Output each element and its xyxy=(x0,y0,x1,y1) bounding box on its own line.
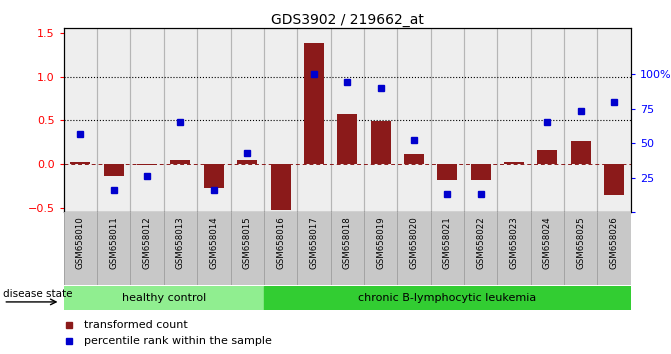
Bar xyxy=(364,212,397,285)
Bar xyxy=(264,212,297,285)
Bar xyxy=(130,212,164,285)
Bar xyxy=(264,286,631,310)
Bar xyxy=(604,164,624,195)
Bar xyxy=(497,28,531,212)
Bar xyxy=(231,28,264,212)
Text: GSM658025: GSM658025 xyxy=(576,216,585,269)
Bar xyxy=(137,164,157,165)
Text: GSM658011: GSM658011 xyxy=(109,216,118,269)
Bar xyxy=(531,212,564,285)
Bar xyxy=(564,212,597,285)
Bar xyxy=(197,212,231,285)
Text: transformed count: transformed count xyxy=(84,320,187,330)
Bar xyxy=(231,212,264,285)
Bar xyxy=(64,212,97,285)
Bar xyxy=(270,164,291,210)
Text: GSM658021: GSM658021 xyxy=(443,216,452,269)
Bar xyxy=(397,212,431,285)
Bar xyxy=(97,28,130,212)
Bar xyxy=(64,286,264,310)
Bar xyxy=(397,28,431,212)
Bar xyxy=(437,164,458,180)
Text: healthy control: healthy control xyxy=(121,293,206,303)
Text: GSM658026: GSM658026 xyxy=(609,216,619,269)
Bar xyxy=(537,150,558,164)
Bar xyxy=(571,141,590,164)
Bar xyxy=(304,43,324,164)
Bar xyxy=(464,28,497,212)
Text: GSM658014: GSM658014 xyxy=(209,216,218,269)
Bar xyxy=(597,212,631,285)
Bar xyxy=(70,161,91,164)
Text: GSM658023: GSM658023 xyxy=(509,216,519,269)
Bar xyxy=(370,121,391,164)
Text: chronic B-lymphocytic leukemia: chronic B-lymphocytic leukemia xyxy=(358,293,536,303)
Text: disease state: disease state xyxy=(3,289,73,299)
Bar xyxy=(331,212,364,285)
Bar xyxy=(464,212,497,285)
Text: GSM658015: GSM658015 xyxy=(243,216,252,269)
Bar xyxy=(297,212,331,285)
Bar xyxy=(531,28,564,212)
Bar xyxy=(338,114,357,164)
Title: GDS3902 / 219662_at: GDS3902 / 219662_at xyxy=(271,13,423,27)
Text: GSM658024: GSM658024 xyxy=(543,216,552,269)
Bar xyxy=(237,160,257,164)
Text: GSM658017: GSM658017 xyxy=(309,216,319,269)
Bar xyxy=(204,164,224,188)
Bar xyxy=(331,28,364,212)
Text: percentile rank within the sample: percentile rank within the sample xyxy=(84,336,272,346)
Bar xyxy=(497,212,531,285)
Bar xyxy=(130,28,164,212)
Bar xyxy=(64,28,97,212)
Bar xyxy=(597,28,631,212)
Bar xyxy=(470,164,491,180)
Text: GSM658013: GSM658013 xyxy=(176,216,185,269)
Bar xyxy=(364,28,397,212)
Bar xyxy=(297,28,331,212)
Bar xyxy=(104,164,123,176)
Text: GSM658010: GSM658010 xyxy=(76,216,85,269)
Bar xyxy=(504,162,524,164)
Text: GSM658019: GSM658019 xyxy=(376,216,385,269)
Bar xyxy=(197,28,231,212)
Bar xyxy=(264,28,297,212)
Text: GSM658018: GSM658018 xyxy=(343,216,352,269)
Bar xyxy=(404,154,424,164)
Text: GSM658012: GSM658012 xyxy=(143,216,152,269)
Text: GSM658022: GSM658022 xyxy=(476,216,485,269)
Text: GSM658016: GSM658016 xyxy=(276,216,285,269)
Text: GSM658020: GSM658020 xyxy=(409,216,419,269)
Bar xyxy=(97,212,130,285)
Bar xyxy=(164,28,197,212)
Bar xyxy=(170,160,191,164)
Bar xyxy=(164,212,197,285)
Bar xyxy=(431,212,464,285)
Bar xyxy=(564,28,597,212)
Bar xyxy=(431,28,464,212)
